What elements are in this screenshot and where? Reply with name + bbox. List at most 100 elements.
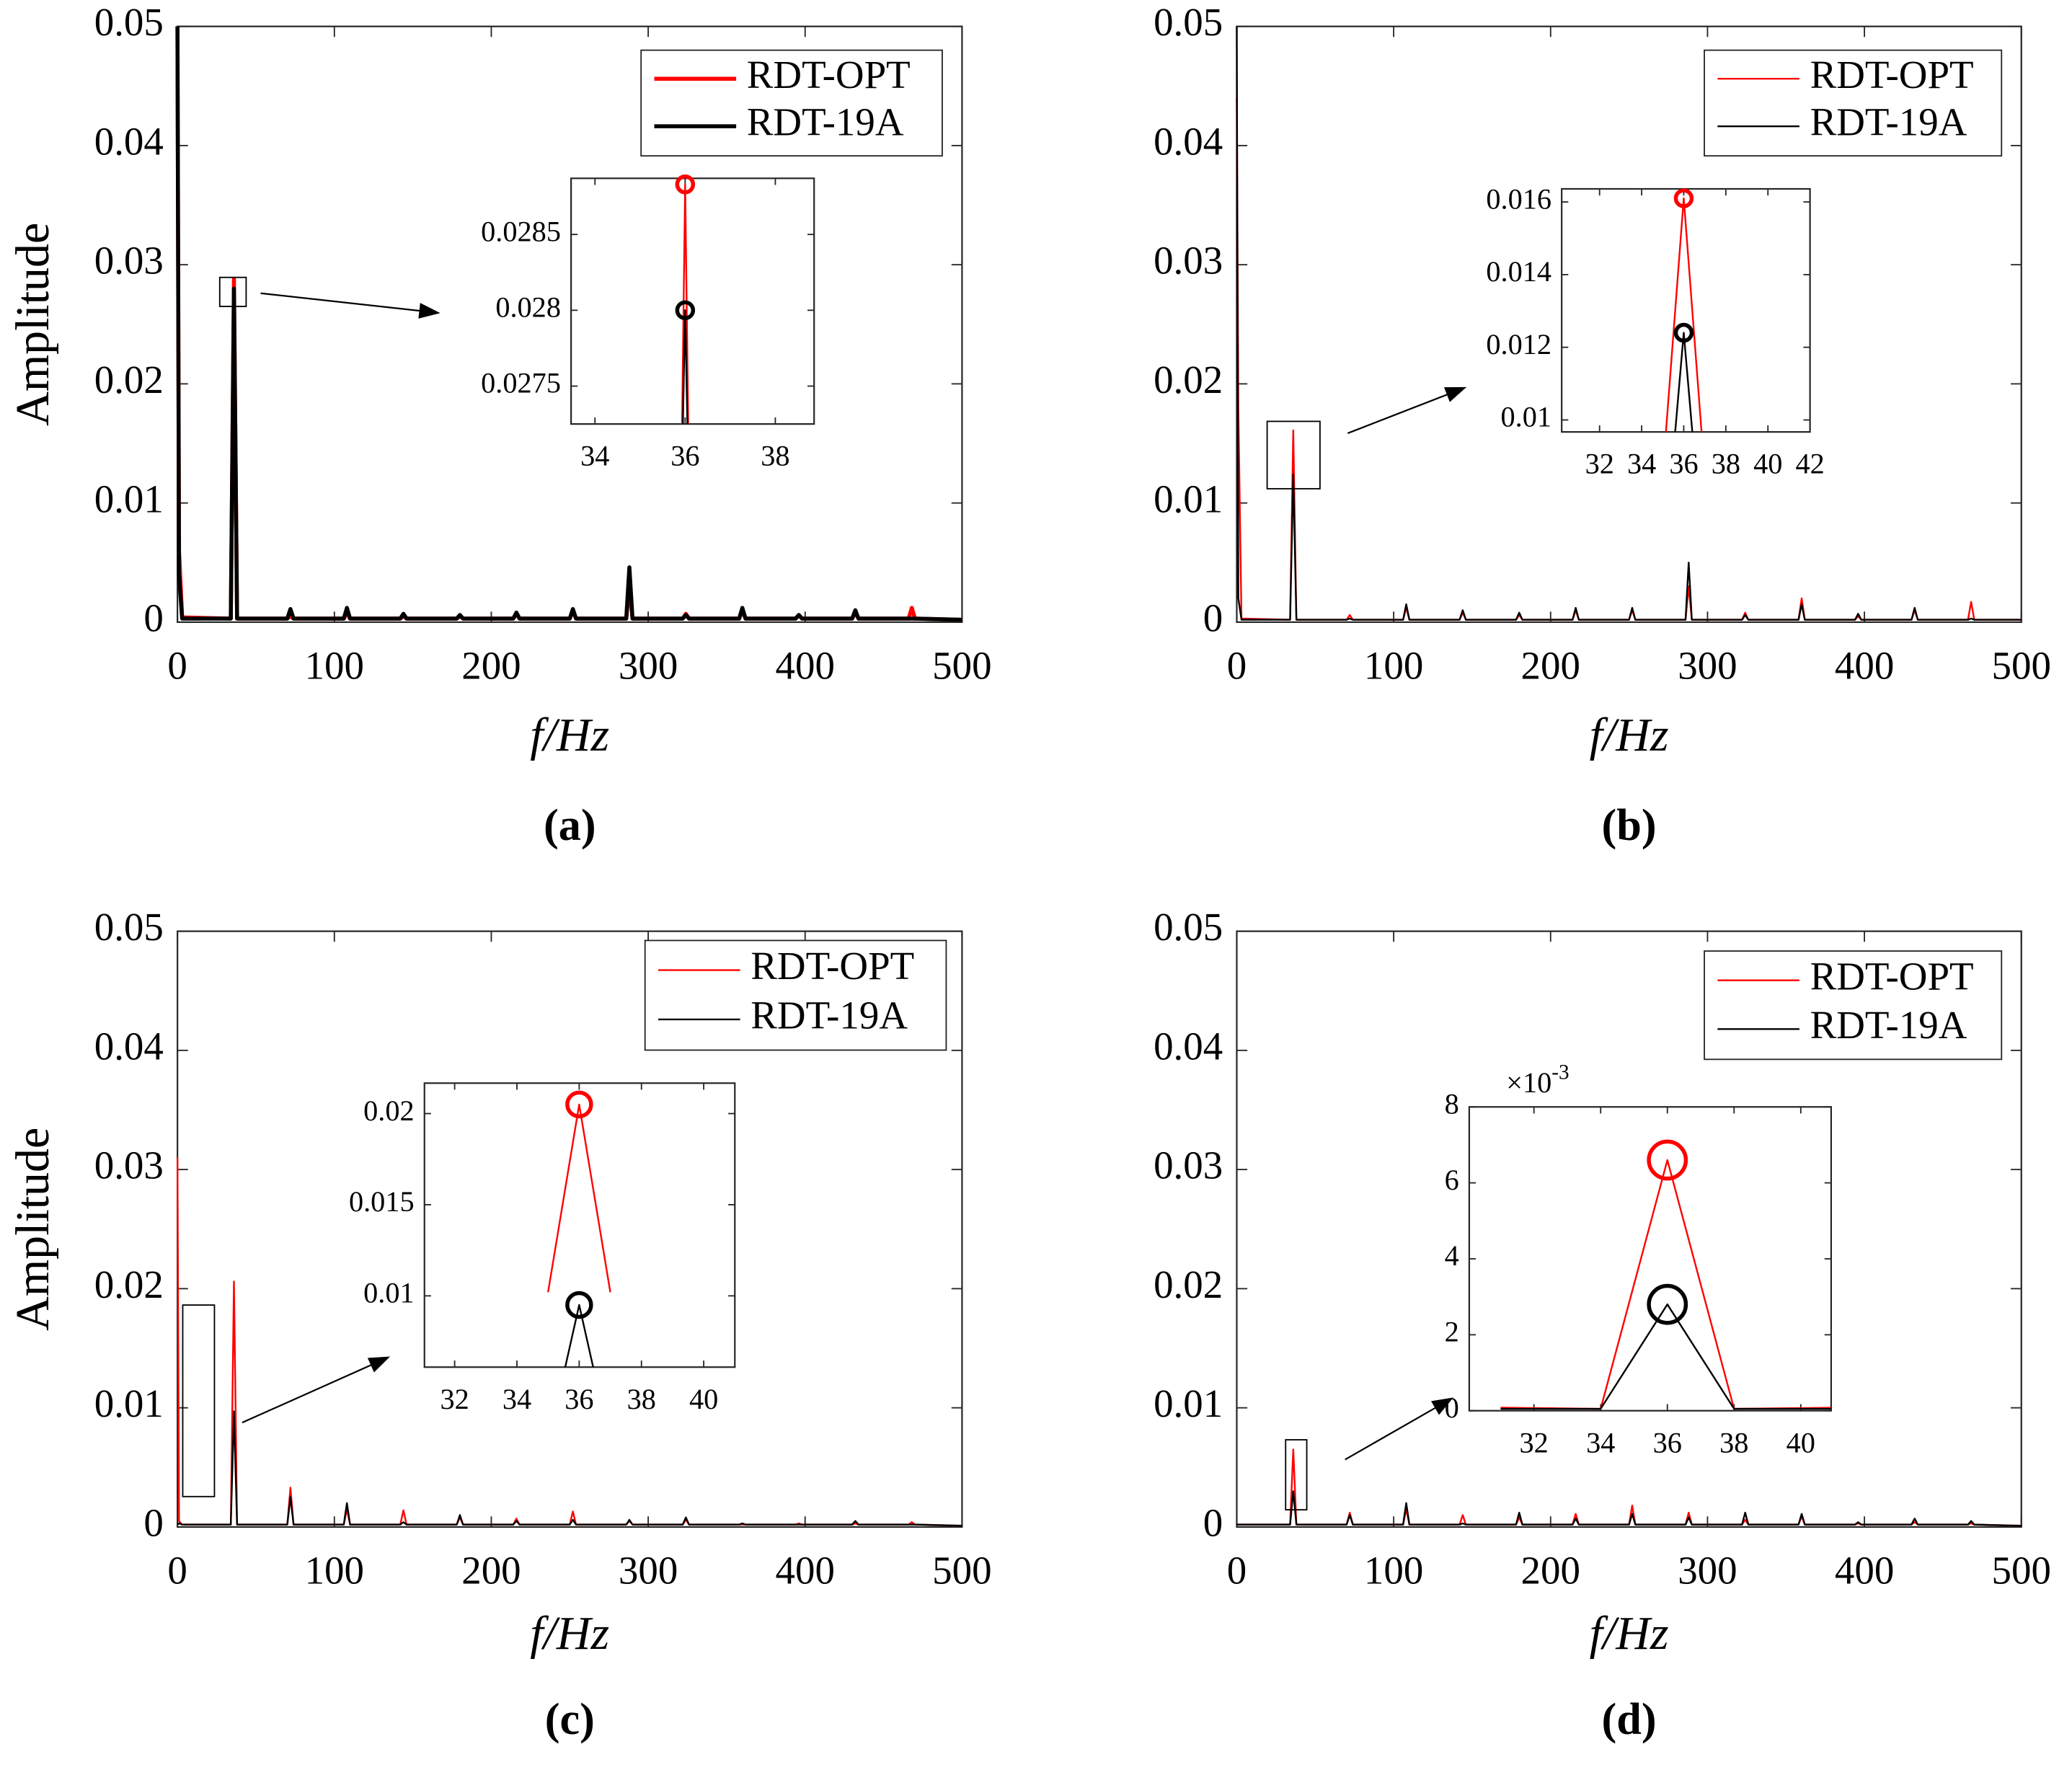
y-tick-label: 0	[1203, 596, 1223, 640]
x-tick-label: 200	[1521, 1548, 1580, 1592]
peak-marker	[1673, 322, 1694, 343]
x-tick-label: 0	[1227, 1548, 1247, 1592]
x-tick-label: 38	[1712, 448, 1740, 480]
y-axis-label: Amplitude	[6, 223, 59, 426]
spectrum-line	[1236, 26, 2022, 621]
x-tick-label: 400	[776, 643, 835, 687]
x-tick-label: 0	[167, 643, 187, 687]
y-tick-label: 0.0275	[481, 367, 561, 399]
x-tick-label: 500	[932, 1548, 991, 1592]
axis-multiplier: ×10-3	[1506, 1061, 1569, 1099]
y-tick-label: 0.05	[1154, 0, 1223, 44]
multiplier-base: ×10	[1506, 1066, 1551, 1099]
x-tick-label: 500	[1992, 1548, 2051, 1592]
legend-label: RDT-OPT	[1810, 954, 1974, 998]
x-tick-label: 40	[1753, 448, 1782, 480]
y-tick-label: 4	[1445, 1239, 1459, 1272]
legend-box	[1704, 49, 2003, 157]
x-tick-label: 200	[1521, 643, 1580, 687]
x-tick-label: 32	[1520, 1426, 1549, 1459]
y-tick-label: 0.016	[1486, 182, 1551, 215]
caption: (c)	[545, 1694, 595, 1744]
arrow-head	[367, 1356, 391, 1373]
arrow-shaft	[242, 1364, 371, 1424]
x-tick-label: 0	[1227, 643, 1247, 687]
x-tick-label: 300	[1678, 643, 1737, 687]
arrow-shaft	[1345, 1407, 1436, 1461]
x-tick-label: 34	[580, 440, 609, 472]
peak-marker	[1647, 1139, 1688, 1181]
peak-marker	[675, 300, 696, 321]
x-tick-label: 500	[932, 643, 991, 687]
x-tick-label: 32	[1585, 448, 1614, 480]
x-tick-label: 40	[689, 1383, 718, 1415]
arrow-head	[418, 303, 440, 319]
x-tick-label: 32	[440, 1383, 469, 1415]
y-tick-label: 0.01	[94, 477, 164, 521]
spectrum-line	[1674, 332, 1694, 433]
x-tick-label: 34	[1627, 448, 1656, 480]
x-tick-label: 100	[305, 1548, 364, 1592]
peak-marker	[675, 174, 696, 195]
y-tick-label: 0	[1203, 1501, 1223, 1545]
spectrum-line	[177, 1410, 962, 1527]
caption: (b)	[1602, 800, 1657, 850]
peak-marker	[1673, 188, 1694, 208]
x-tick-label: 500	[1992, 643, 2051, 687]
peak-marker	[565, 1291, 593, 1319]
y-tick-label: 0.03	[1154, 1143, 1223, 1187]
y-tick-label: 0.03	[94, 1143, 164, 1187]
y-tick-label: 0.02	[94, 1262, 164, 1306]
legend-box	[644, 939, 947, 1051]
legend-box	[640, 49, 943, 157]
y-tick-label: 0.012	[1486, 328, 1551, 360]
arrow-shaft	[260, 292, 420, 312]
y-tick-label: 2	[1445, 1316, 1459, 1348]
x-tick-label: 38	[761, 440, 789, 472]
x-axis-label: f/Hz	[530, 709, 609, 761]
x-axis-label: f/Hz	[530, 1607, 609, 1660]
axes-frame	[570, 177, 815, 425]
axes-frame	[423, 1082, 736, 1368]
y-tick-label: 0.02	[363, 1094, 415, 1127]
y-tick-label: 0.04	[94, 120, 164, 164]
spectrum-line	[175, 26, 962, 622]
y-tick-label: 0.01	[94, 1381, 164, 1425]
y-axis-label: Amplitude	[6, 1128, 59, 1331]
x-axis-label: f/Hz	[1590, 709, 1669, 761]
y-tick-label: 0.02	[1154, 358, 1223, 402]
spectrum-line	[564, 1304, 594, 1368]
y-tick-label: 0.05	[94, 905, 164, 949]
y-tick-label: 0.05	[94, 0, 164, 44]
x-tick-label: 0	[167, 1548, 187, 1592]
arrow-head	[1443, 386, 1467, 402]
y-tick-label: 0.01	[1154, 1381, 1223, 1425]
y-tick-label: 0	[1445, 1391, 1459, 1424]
x-tick-label: 300	[619, 1548, 678, 1592]
y-tick-label: 0.02	[94, 358, 164, 402]
x-tick-label: 36	[1669, 448, 1698, 480]
y-tick-label: 0.028	[495, 291, 561, 324]
x-tick-label: 36	[1653, 1426, 1682, 1459]
caption: (a)	[544, 800, 596, 850]
x-tick-label: 38	[1719, 1426, 1748, 1459]
x-tick-label: 200	[461, 1548, 521, 1592]
y-tick-label: 0.03	[94, 239, 164, 283]
x-tick-label: 300	[1678, 1548, 1737, 1592]
y-tick-label: 0.0285	[481, 215, 561, 247]
y-tick-label: 0	[143, 1501, 163, 1545]
arrow-head	[1431, 1397, 1453, 1415]
x-tick-label: 300	[619, 643, 678, 687]
x-tick-label: 36	[565, 1383, 593, 1415]
y-tick-label: 0.01	[363, 1277, 415, 1309]
x-tick-label: 42	[1795, 448, 1824, 480]
x-tick-label: 400	[1835, 1548, 1894, 1592]
x-axis-label: f/Hz	[1590, 1607, 1669, 1660]
y-tick-label: 0.04	[94, 1024, 164, 1068]
y-tick-label: 6	[1445, 1164, 1459, 1196]
legend-label: RDT-OPT	[751, 944, 914, 988]
x-tick-label: 36	[670, 440, 699, 472]
legend-label: RDT-19A	[751, 994, 908, 1037]
legend-label: RDT-19A	[1810, 1003, 1967, 1047]
y-tick-label: 0.015	[349, 1185, 415, 1218]
